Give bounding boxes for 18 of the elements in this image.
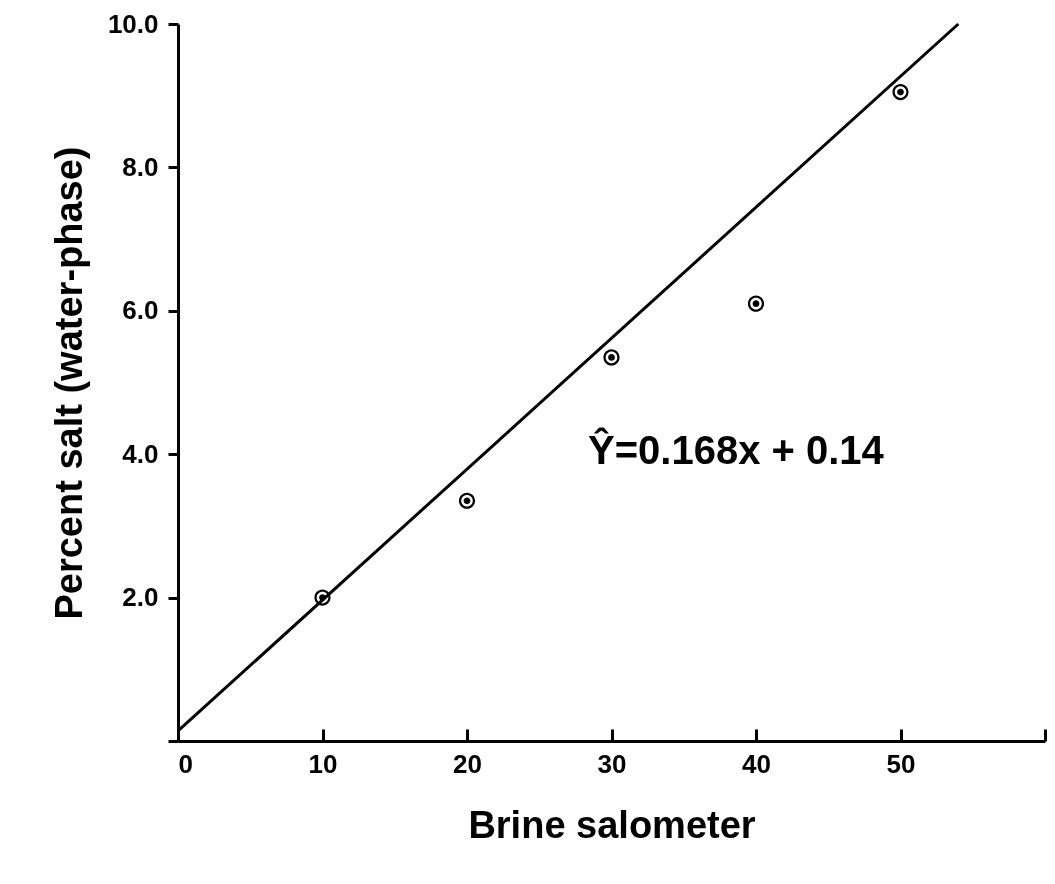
x-tick-label: 40: [742, 748, 771, 779]
x-tick-label: 20: [453, 748, 482, 779]
y-tick-label: 4.0: [122, 438, 159, 469]
y-tick-label: 6.0: [122, 295, 159, 326]
y-tick-label: 2.0: [122, 582, 159, 613]
y-axis-title: Percent salt (water-phase): [47, 146, 90, 620]
point: [892, 84, 909, 101]
x-tick-label: 0: [178, 748, 193, 779]
x-axis-title: Brine salometer: [468, 803, 756, 846]
point: [458, 492, 476, 509]
y-tick-label: 10.0: [107, 8, 159, 39]
point: [603, 349, 620, 366]
y-tick-label: 8.0: [122, 151, 159, 182]
point: [747, 295, 765, 312]
annotation: Ŷ=0.168x + 0.14: [588, 427, 885, 472]
x-tick-label: 10: [308, 748, 338, 779]
x-tick-label: 30: [597, 748, 627, 779]
x-tick-label: 50: [886, 748, 916, 779]
